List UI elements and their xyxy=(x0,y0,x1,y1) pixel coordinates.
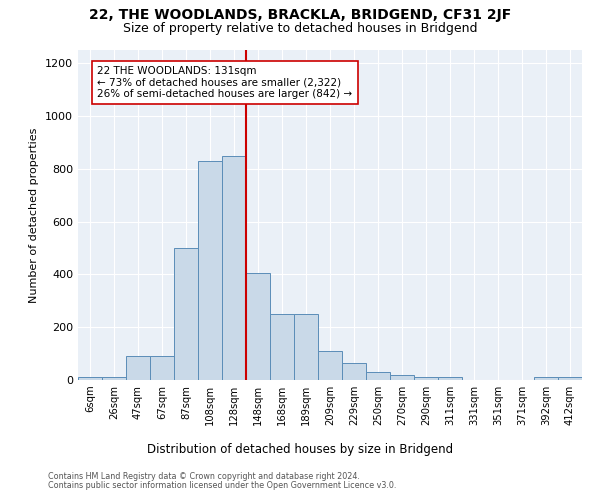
Bar xyxy=(126,356,150,380)
Bar xyxy=(198,161,222,380)
Bar xyxy=(78,378,102,380)
Text: 22 THE WOODLANDS: 131sqm
← 73% of detached houses are smaller (2,322)
26% of sem: 22 THE WOODLANDS: 131sqm ← 73% of detach… xyxy=(97,66,352,99)
Bar xyxy=(222,156,246,380)
Bar xyxy=(558,378,582,380)
Text: Contains HM Land Registry data © Crown copyright and database right 2024.: Contains HM Land Registry data © Crown c… xyxy=(48,472,360,481)
Bar xyxy=(342,363,366,380)
Text: 22, THE WOODLANDS, BRACKLA, BRIDGEND, CF31 2JF: 22, THE WOODLANDS, BRACKLA, BRIDGEND, CF… xyxy=(89,8,511,22)
Bar xyxy=(390,374,414,380)
Bar xyxy=(294,314,318,380)
Bar xyxy=(366,372,390,380)
Bar xyxy=(174,248,198,380)
Bar xyxy=(102,378,126,380)
Bar xyxy=(150,356,174,380)
Bar xyxy=(534,377,558,380)
Bar xyxy=(438,377,462,380)
Text: Distribution of detached houses by size in Bridgend: Distribution of detached houses by size … xyxy=(147,442,453,456)
Text: Size of property relative to detached houses in Bridgend: Size of property relative to detached ho… xyxy=(123,22,477,35)
Bar xyxy=(270,314,294,380)
Bar xyxy=(318,351,342,380)
Bar xyxy=(414,377,438,380)
Text: Contains public sector information licensed under the Open Government Licence v3: Contains public sector information licen… xyxy=(48,481,397,490)
Y-axis label: Number of detached properties: Number of detached properties xyxy=(29,128,40,302)
Bar xyxy=(246,273,270,380)
